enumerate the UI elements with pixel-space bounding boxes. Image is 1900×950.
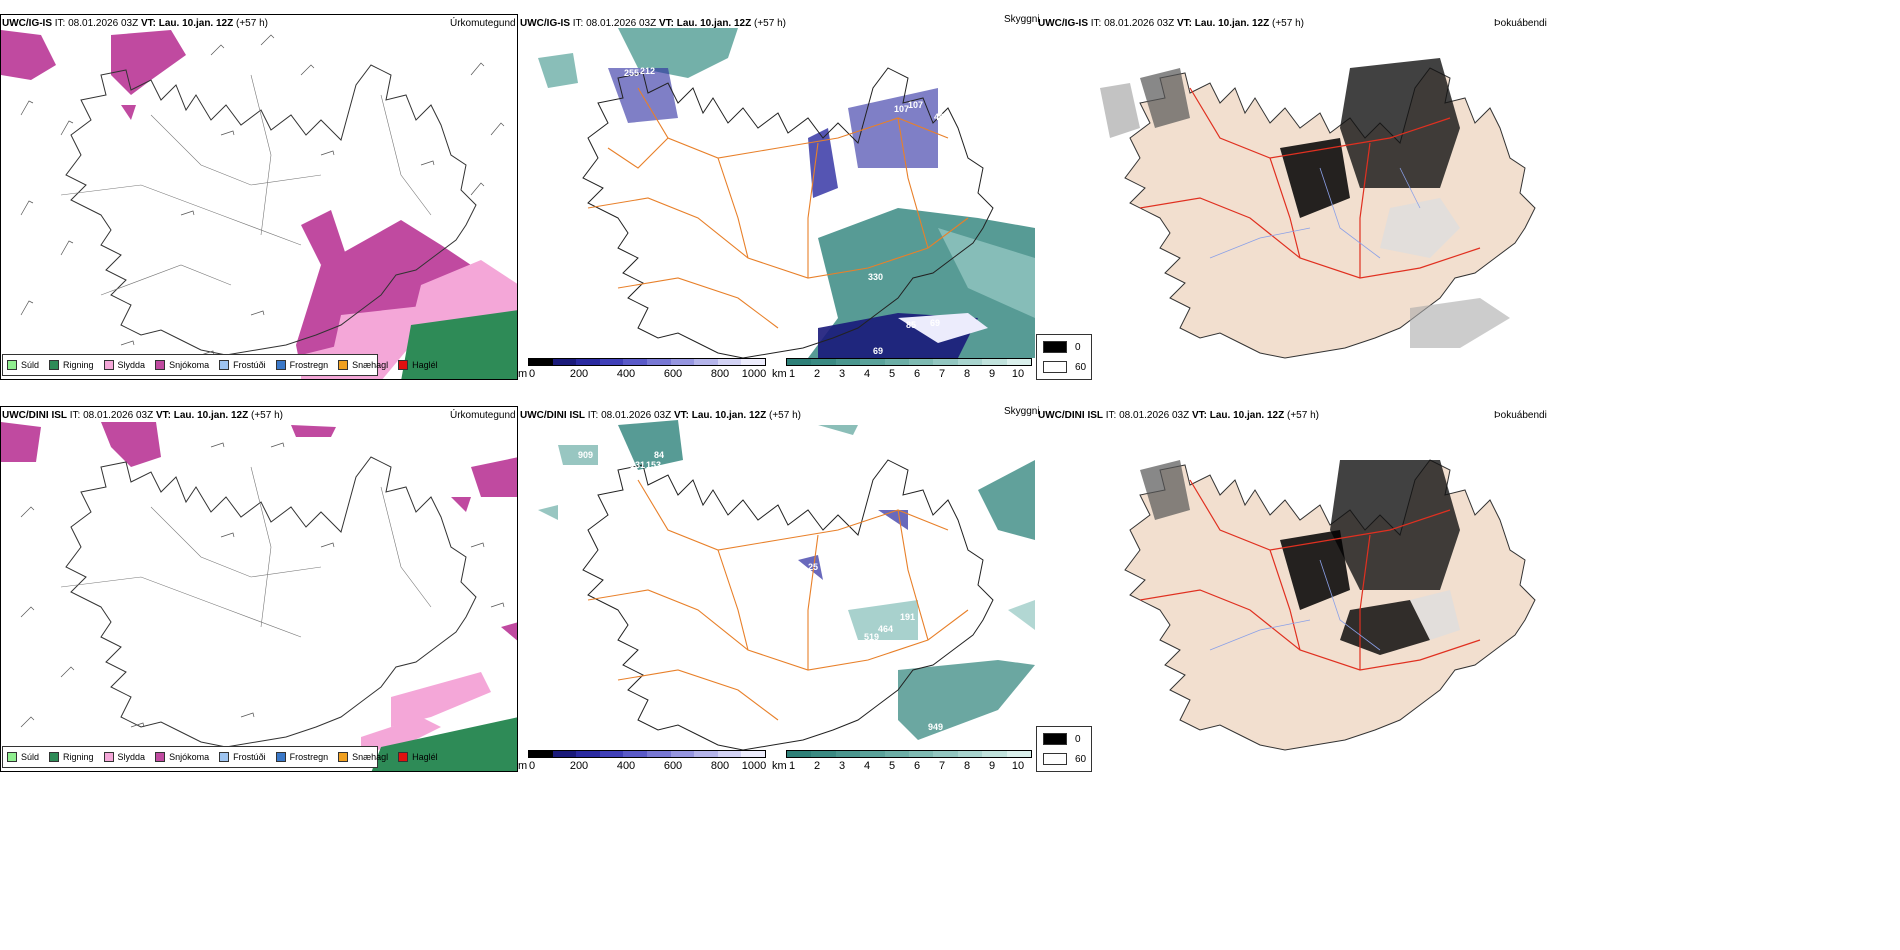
precip-title-row2: Úrkomutegund: [450, 410, 516, 421]
fog-header-row2: UWC/DINI ISL IT: 08.01.2026 03Z VT: Lau.…: [1038, 410, 1319, 421]
vis-value: 949: [928, 722, 943, 732]
visibility-header-row1: UWC/IG-IS IT: 08.01.2026 03Z VT: Lau. 10…: [520, 18, 786, 29]
visibility-title-row2: Skyggni: [1004, 406, 1040, 417]
vis-value: 153: [646, 460, 661, 470]
fog-panel-row1: [1060, 28, 1550, 378]
legend-item: Slydda: [103, 360, 145, 370]
vis-value: 330: [868, 272, 883, 282]
vis-value: 107: [894, 104, 909, 114]
legend-item: Súld: [7, 752, 39, 762]
vis-value: 69: [873, 346, 883, 356]
vis-value: 131: [630, 460, 645, 470]
precip-header-row2: UWC/DINI ISL IT: 08.01.2026 03Z VT: Lau.…: [2, 410, 283, 421]
fog-title-row1: Þokuábendi: [1494, 18, 1547, 29]
legend-item: Frostúði: [219, 360, 266, 370]
precip-panel-row2: [0, 406, 518, 772]
precip-panel-row1: [0, 14, 518, 380]
legend-item: Súld: [7, 360, 39, 370]
precip-legend-row2: Súld Rigning Slydda Snjókoma Frostúði Fr…: [2, 746, 438, 768]
visibility-map-row2: 909 131 153 84 25 191 464 519 949: [538, 420, 1035, 750]
fog-key-row2: 0 60: [1036, 726, 1092, 772]
legend-item: Snæhagl: [338, 752, 388, 762]
fog-header-row1: UWC/IG-IS IT: 08.01.2026 03Z VT: Lau. 10…: [1038, 18, 1304, 29]
vis-value: 40: [934, 112, 944, 122]
legend-item: Slydda: [103, 752, 145, 762]
visibility-colorbar-row1: km 1 2 3 4 5 6 7 8 9 10: [772, 356, 1034, 380]
vis-value: 191: [900, 612, 915, 622]
legend-item: Frostregn: [275, 752, 328, 762]
vis-value: 85: [906, 320, 916, 330]
legend-item: Frostregn: [275, 360, 328, 370]
precip-map-row2: [1, 422, 517, 771]
precip-legend-row1: Súld Rigning Slydda Snjókoma Frostúði Fr…: [2, 354, 438, 376]
vis-value: 107: [908, 100, 923, 110]
model-name: UWC/IG-IS: [2, 18, 52, 29]
vis-value: 25: [808, 562, 818, 572]
legend-item: Snjókoma: [155, 752, 209, 762]
visibility-header-row2: UWC/DINI ISL IT: 08.01.2026 03Z VT: Lau.…: [520, 410, 801, 421]
vis-value: 255: [624, 68, 639, 78]
vis-value: 464: [878, 624, 893, 634]
fog-key-row1: 0 60: [1036, 334, 1092, 380]
legend-item: Rigning: [49, 752, 94, 762]
visibility-map-row1: 255 212 107 107 40 330 85 69 69: [538, 28, 1035, 358]
legend-item: Rigning: [49, 360, 94, 370]
visibility-panel-row2: 909 131 153 84 25 191 464 519 949: [518, 420, 1035, 750]
cloudbase-colorbar-row2: m 0 200 400 600 800 1000: [518, 748, 768, 772]
legend-item: Snæhagl: [338, 360, 388, 370]
visibility-title-row1: Skyggni: [1004, 14, 1040, 25]
precip-map-row1: [1, 30, 517, 379]
legend-item: Haglél: [398, 752, 438, 762]
vis-value: 69: [930, 318, 940, 328]
visibility-panel-row1: 255 212 107 107 40 330 85 69 69: [518, 28, 1035, 358]
cloudbase-colorbar-row1: m 0 200 400 600 800 1000: [518, 356, 768, 380]
fog-map-row2: [1124, 459, 1536, 751]
vis-value: 519: [864, 632, 879, 642]
fog-panel-row2: [1060, 420, 1550, 770]
fog-title-row2: Þokuábendi: [1494, 410, 1547, 421]
visibility-colorbar-row2: km 1 2 3 4 5 6 7 8 9 10: [772, 748, 1034, 772]
fog-map-row1: [1100, 58, 1536, 359]
vis-value: 212: [640, 66, 655, 76]
precip-header-row1: UWC/IG-IS IT: 08.01.2026 03Z VT: Lau. 10…: [2, 18, 268, 29]
precip-title-row1: Úrkomutegund: [450, 18, 516, 29]
legend-item: Frostúði: [219, 752, 266, 762]
legend-item: Snjókoma: [155, 360, 209, 370]
vis-value: 909: [578, 450, 593, 460]
vis-value: 84: [654, 450, 664, 460]
legend-item: Haglél: [398, 360, 438, 370]
